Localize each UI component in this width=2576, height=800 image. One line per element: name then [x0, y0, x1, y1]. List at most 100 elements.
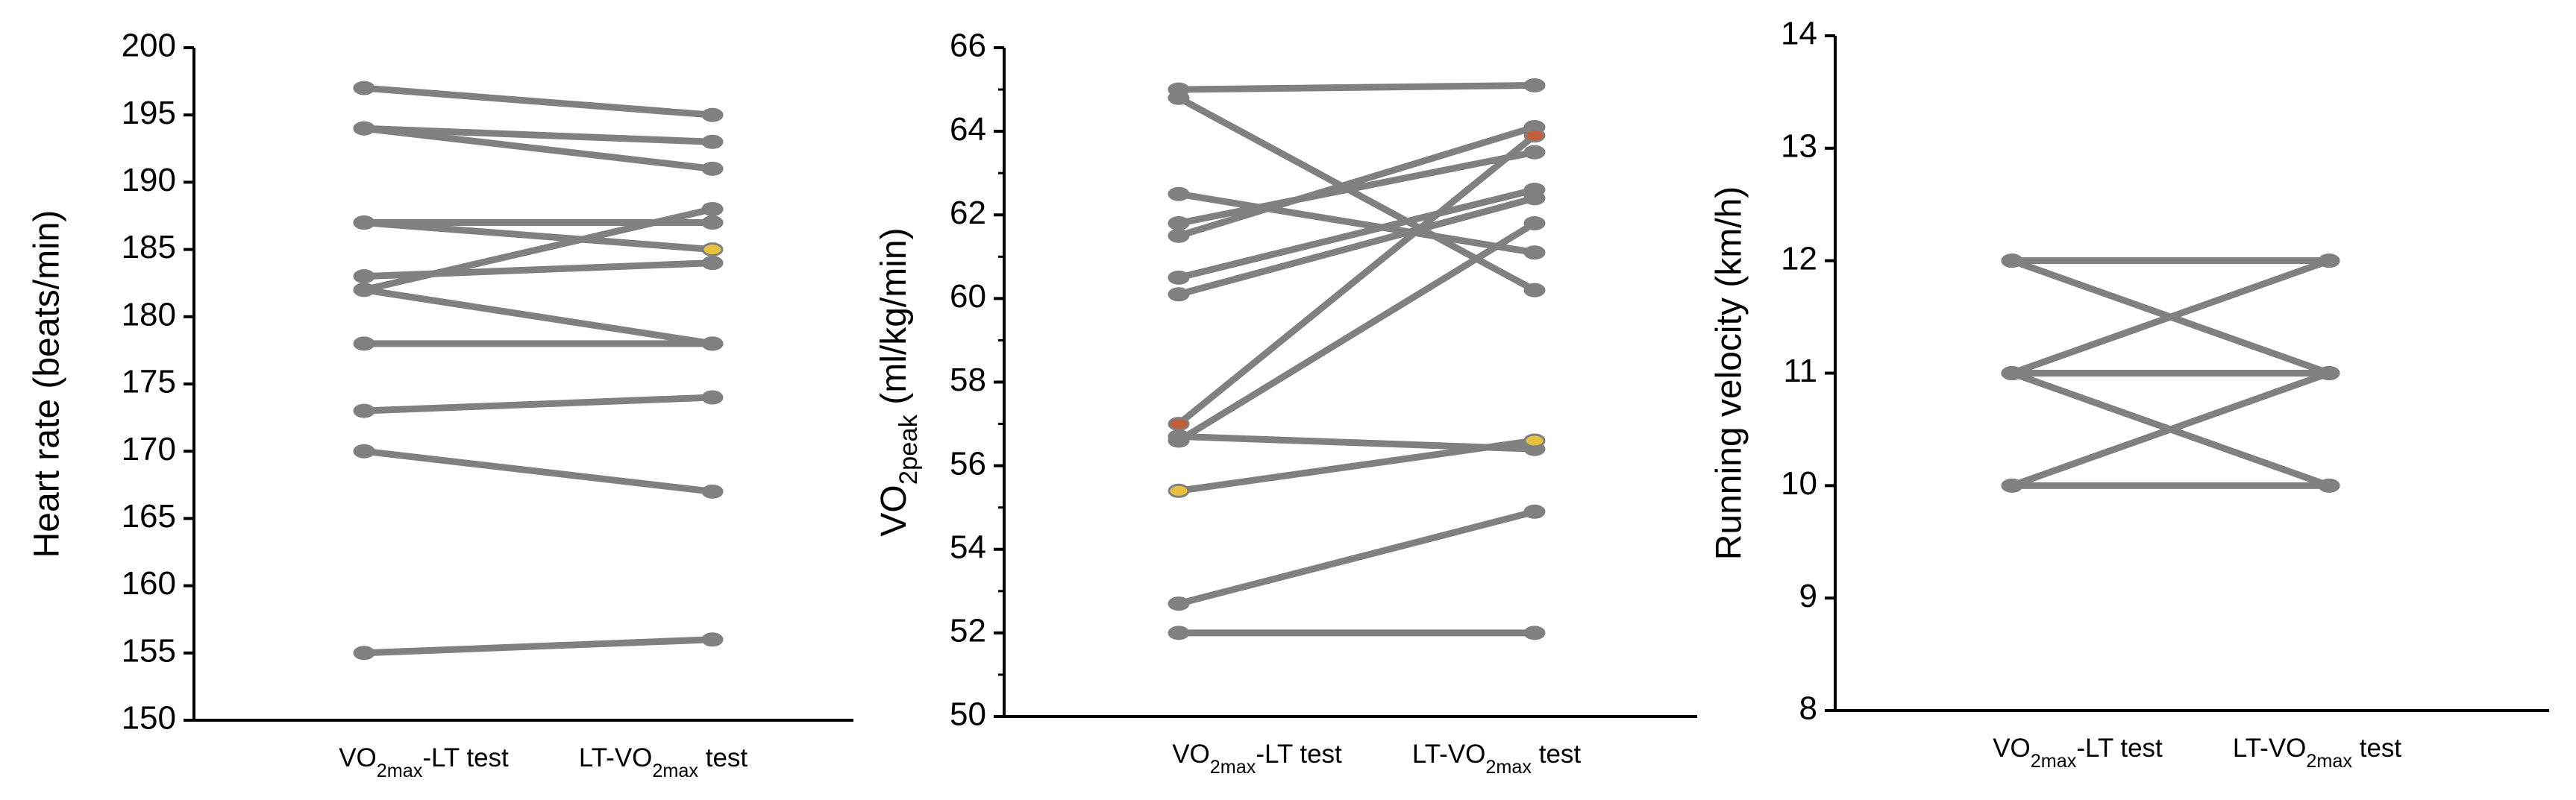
y-tick-label: 14	[1781, 16, 1817, 52]
marker	[701, 215, 724, 230]
marker	[701, 336, 724, 351]
marker	[1523, 191, 1546, 206]
marker	[701, 390, 724, 405]
y-tick-label: 54	[950, 529, 986, 565]
marker	[2318, 366, 2340, 380]
x-tick-label: LT-VO2max test	[2233, 734, 2402, 772]
y-tick-label: 155	[122, 632, 176, 669]
y-tick-label: 10	[1781, 465, 1817, 502]
marker	[1168, 186, 1190, 201]
marker	[701, 161, 724, 176]
pair-line	[2011, 257, 2331, 377]
marker	[353, 336, 375, 351]
y-tick-label: 190	[122, 162, 176, 198]
y-tick-label: 160	[122, 565, 176, 602]
y-tick-label: 195	[122, 95, 176, 131]
marker	[1523, 78, 1546, 92]
pair-line	[1177, 124, 1536, 239]
marker	[701, 134, 724, 149]
marker	[1168, 270, 1190, 285]
y-tick-label: 50	[950, 696, 986, 733]
pair-line	[1177, 195, 1536, 298]
pair-line	[1177, 508, 1536, 607]
x-tick-label: VO2max-LT test	[1993, 734, 2163, 772]
y-tick-label: 12	[1781, 240, 1817, 277]
y-tick-label: 165	[122, 498, 176, 535]
x-tick-label: VO2max-LT test	[339, 743, 509, 781]
pair-line	[1178, 81, 1535, 93]
marker	[353, 403, 375, 418]
marker	[1523, 283, 1546, 297]
y-tick-label: 150	[122, 700, 176, 737]
marker	[1523, 215, 1546, 230]
x-tick-label: LT-VO2max test	[1412, 740, 1582, 778]
marker	[1168, 417, 1190, 432]
y-tick-label: 66	[950, 28, 986, 64]
y-tick-label: 175	[122, 364, 176, 400]
marker	[1168, 287, 1190, 302]
pair-line	[1178, 148, 1535, 227]
marker	[701, 242, 724, 257]
pair-line	[363, 125, 713, 145]
marker	[2318, 253, 2340, 268]
marker	[2318, 478, 2340, 493]
x-tick-label: VO2max-LT test	[1172, 740, 1342, 778]
marker	[1523, 128, 1546, 143]
y-axis-title: Running velocity (km/h)	[1710, 186, 1749, 561]
y-tick-label: 9	[1799, 578, 1817, 614]
pair-line	[363, 636, 713, 657]
y-tick-label: 13	[1781, 127, 1817, 164]
pair-line	[363, 206, 714, 294]
pair-line	[363, 84, 713, 119]
y-tick-label: 56	[950, 445, 986, 482]
marker	[353, 283, 375, 297]
marker	[1523, 626, 1546, 640]
marker	[2001, 478, 2023, 493]
marker	[1168, 90, 1190, 105]
pair-line	[1178, 437, 1535, 494]
y-tick-label: 58	[950, 362, 986, 398]
y-tick-label: 8	[1799, 690, 1817, 727]
marker	[701, 107, 724, 122]
marker	[353, 121, 375, 136]
marker	[701, 201, 724, 216]
marker	[701, 484, 724, 499]
pair-line	[363, 286, 713, 347]
marker	[1168, 483, 1190, 498]
marker	[353, 269, 375, 284]
y-tick-label: 200	[122, 28, 176, 64]
y-tick-label: 62	[950, 195, 986, 231]
marker	[1523, 245, 1546, 260]
y-tick-label: 11	[1783, 353, 1817, 389]
marker	[701, 632, 724, 647]
pair-line	[1178, 190, 1535, 256]
pair-line	[363, 125, 713, 172]
x-tick-label: LT-VO2max test	[579, 743, 748, 781]
pair-line	[363, 394, 713, 415]
marker	[2001, 253, 2023, 268]
y-tick-label: 170	[122, 431, 176, 467]
y-axis-title: Heart rate (beats/min)	[28, 210, 67, 558]
marker	[701, 256, 724, 271]
pair-line	[1176, 133, 1537, 427]
y-axis-title: VO2peak (ml/kg/min)	[874, 227, 923, 536]
marker	[1168, 215, 1190, 230]
marker	[1168, 626, 1190, 640]
marker	[1168, 433, 1190, 448]
y-tick-label: 185	[122, 229, 176, 265]
pair-line	[1176, 220, 1537, 444]
pair-line	[2011, 370, 2331, 489]
marker	[2001, 366, 2023, 380]
marker	[1168, 228, 1190, 243]
pair-line	[363, 219, 713, 253]
pair-line	[1177, 186, 1536, 281]
y-tick-label: 52	[950, 613, 986, 649]
marker	[1523, 145, 1546, 160]
y-tick-label: 180	[122, 296, 176, 333]
marker	[1523, 504, 1546, 519]
y-tick-label: 60	[950, 278, 986, 315]
marker	[1168, 596, 1190, 611]
marker	[353, 215, 375, 230]
